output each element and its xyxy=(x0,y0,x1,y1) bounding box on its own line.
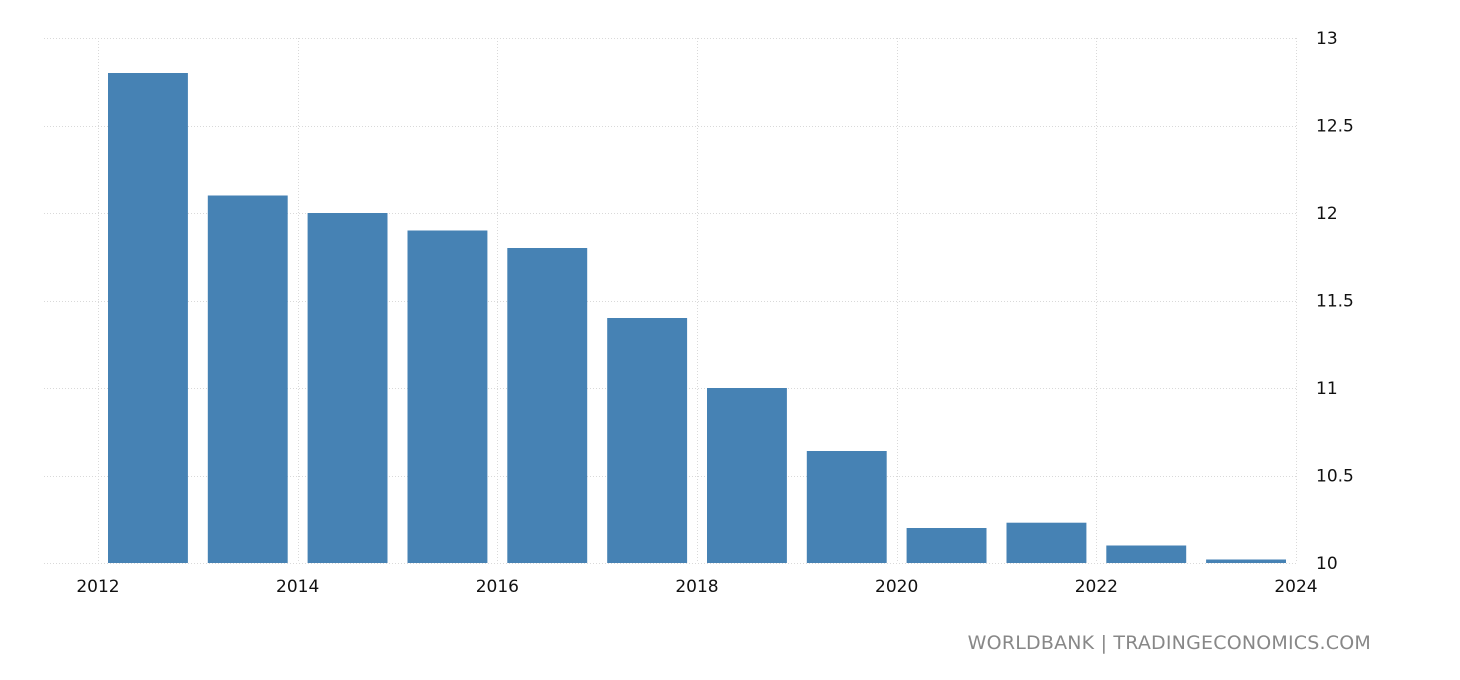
x-tick-label: 2016 xyxy=(476,577,519,597)
bar-2014[interactable] xyxy=(307,213,388,563)
bar-2013[interactable] xyxy=(207,195,288,564)
y-tick-label: 12 xyxy=(1316,204,1338,224)
y-axis-tick-labels: 10 10.5 11 11.5 12 12.5 13 xyxy=(1316,29,1354,574)
bars xyxy=(108,73,1286,563)
x-tick-label: 2018 xyxy=(675,577,718,597)
bar-2020[interactable] xyxy=(906,528,987,563)
bar-2022[interactable] xyxy=(1106,545,1187,564)
bar-2019[interactable] xyxy=(806,451,887,563)
x-tick-label: 2024 xyxy=(1274,577,1317,597)
x-tick-label: 2022 xyxy=(1075,577,1118,597)
y-tick-label: 10 xyxy=(1316,554,1338,574)
grid-lines xyxy=(44,38,1297,564)
bar-2021[interactable] xyxy=(1006,522,1087,563)
x-axis-tick-labels: 2012 2014 2016 2018 2020 2022 2024 xyxy=(76,577,1317,597)
x-tick-label: 2012 xyxy=(76,577,119,597)
bar-2015[interactable] xyxy=(407,230,488,564)
x-tick-label: 2014 xyxy=(276,577,319,597)
y-tick-label: 11.5 xyxy=(1316,292,1354,312)
x-tick-label: 2020 xyxy=(875,577,918,597)
y-tick-label: 12.5 xyxy=(1316,117,1354,137)
bar-2016[interactable] xyxy=(507,248,588,563)
bar-2018[interactable] xyxy=(707,388,787,563)
bar-2023[interactable] xyxy=(1206,559,1286,564)
source-attribution[interactable]: WORLDBANK | TRADINGECONOMICS.COM xyxy=(967,632,1371,654)
y-tick-label: 13 xyxy=(1316,29,1338,49)
bar-2017[interactable] xyxy=(607,318,688,563)
bar-2012[interactable] xyxy=(108,73,188,563)
y-tick-label: 11 xyxy=(1316,379,1338,399)
y-tick-label: 10.5 xyxy=(1316,467,1354,487)
